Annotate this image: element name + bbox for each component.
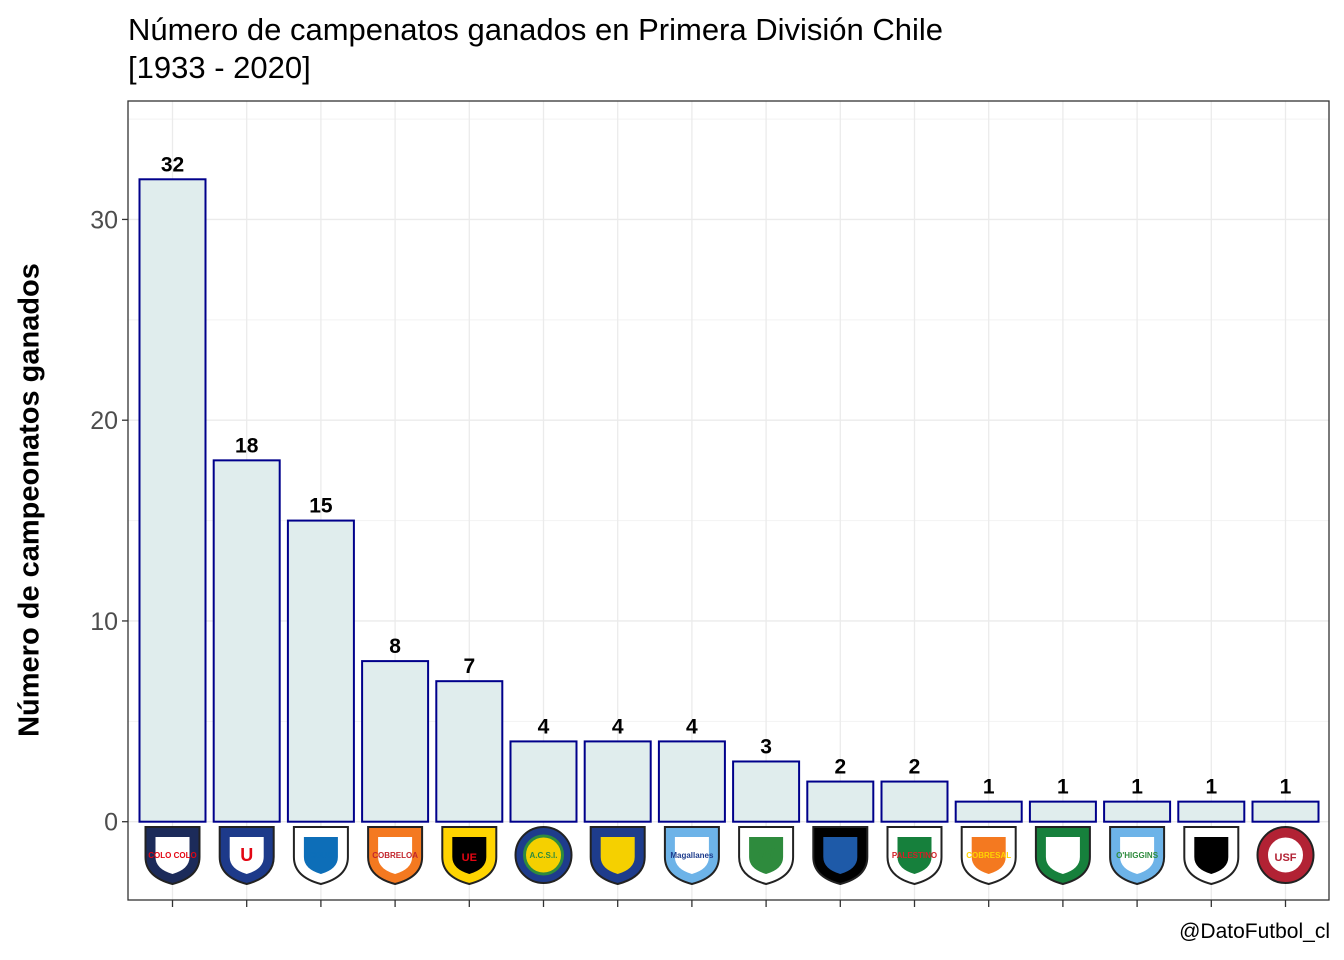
bar-value-label: 8 — [389, 635, 401, 658]
bar-value-label: 1 — [1280, 776, 1292, 799]
bar — [954, 800, 1023, 823]
bar-value-label: 32 — [161, 153, 184, 176]
cobreloa-logo-icon: COBRELOA — [367, 826, 424, 886]
palestino-logo-icon: PALESTINO — [886, 826, 943, 886]
svg-text:V: V — [1205, 845, 1217, 865]
bar — [1251, 800, 1320, 823]
bar-value-label: 4 — [538, 715, 550, 738]
bar — [1177, 800, 1246, 823]
bar — [1103, 800, 1172, 823]
bar-value-label: 1 — [1131, 776, 1143, 799]
bar — [286, 519, 355, 823]
bar — [657, 740, 726, 823]
chart-title: Número de campenatos ganados en Primera … — [128, 12, 944, 47]
svg-text:CDUC: CDUC — [309, 851, 332, 860]
bar-value-label: 4 — [612, 715, 624, 738]
huachipato-logo-icon — [812, 826, 869, 886]
magallanes-logo-icon: Magallanes — [663, 826, 720, 886]
svg-text:Magallanes: Magallanes — [670, 851, 714, 860]
svg-text:W: W — [758, 845, 775, 865]
santiago-wanderers-logo-icon: W — [738, 826, 795, 886]
colo-colo-logo-icon: COLO COLO — [144, 826, 201, 886]
svg-text:A.C.S.I.: A.C.S.I. — [529, 851, 557, 860]
union-san-felipe-logo-icon: USF — [1256, 826, 1315, 884]
svg-text:USF: USF — [1275, 852, 1297, 864]
bar — [732, 760, 801, 823]
bar-value-label: 15 — [309, 495, 333, 518]
bar — [1028, 800, 1097, 823]
y-tick-label: 0 — [104, 809, 118, 837]
cobresal-logo-icon: COBRESAL — [960, 826, 1017, 886]
universidad-catolica-logo-icon: CDUC — [292, 826, 349, 886]
svg-text:O'HIGGINS: O'HIGGINS — [1116, 851, 1159, 860]
svg-text:E: E — [612, 845, 624, 865]
svg-text:U: U — [240, 845, 253, 865]
bar — [509, 740, 578, 823]
bar-value-label: 1 — [1057, 776, 1069, 799]
bar — [212, 459, 281, 823]
panel-border — [127, 100, 1330, 901]
bar-value-label: 2 — [834, 756, 846, 779]
svg-text:COBRESAL: COBRESAL — [966, 851, 1011, 860]
bar — [435, 680, 504, 823]
y-tick-label: 20 — [90, 407, 118, 435]
bar — [583, 740, 652, 823]
universidad-de-chile-logo-icon: U — [218, 826, 275, 886]
bar-value-label: 1 — [1205, 776, 1217, 799]
ohiggins-logo-icon: O'HIGGINS — [1109, 826, 1166, 886]
svg-text:PALESTINO: PALESTINO — [892, 851, 937, 860]
bar-value-label: 1 — [983, 776, 995, 799]
y-tick-label: 10 — [90, 608, 118, 636]
svg-text:UE: UE — [462, 852, 477, 864]
chart-subtitle: [1933 - 2020] — [128, 50, 311, 85]
bar-value-label: 4 — [686, 715, 698, 738]
everton-logo-icon: E — [589, 826, 646, 886]
union-espanola-logo-icon: UE — [441, 826, 498, 886]
caption: @DatoFutbol_cl — [1179, 920, 1330, 943]
y-tick-label: 30 — [90, 206, 118, 234]
santiago-morning-logo-icon: V — [1183, 826, 1240, 886]
bar — [880, 780, 949, 823]
bar — [138, 178, 207, 823]
bar — [361, 660, 430, 823]
bar — [806, 780, 875, 823]
bar-value-label: 2 — [909, 756, 921, 779]
svg-text:COLO COLO: COLO COLO — [148, 851, 196, 860]
svg-text:COBRELOA: COBRELOA — [372, 851, 418, 860]
bar-value-label: 18 — [235, 434, 259, 457]
bar-value-label: 3 — [760, 735, 772, 758]
bar-value-label: 7 — [463, 655, 475, 678]
audax-italiano-logo-icon: A.C.S.I. — [514, 826, 573, 884]
deportes-temuco-logo-icon — [1034, 826, 1091, 886]
